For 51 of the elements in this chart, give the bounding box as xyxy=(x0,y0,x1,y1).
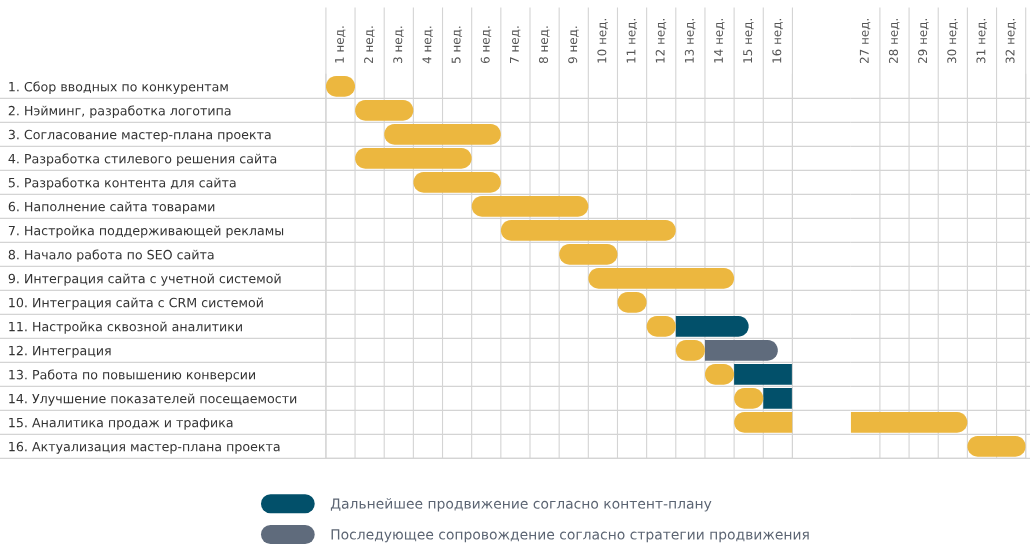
bar xyxy=(734,364,793,385)
bar xyxy=(763,388,793,409)
y-tick-label: 13. Работа по повышению конверсии xyxy=(9,369,255,382)
x-tick-label: 14 нед. xyxy=(714,19,725,63)
x-tick-label: 32 нед. xyxy=(1005,19,1017,64)
bar xyxy=(384,124,501,145)
x-tick-label: 10 нед. xyxy=(597,19,608,63)
y-tick-label: 9. Интеграция сайта с учетной системой xyxy=(8,273,281,286)
bar xyxy=(734,412,793,433)
x-tick-label: 4 нед. xyxy=(422,26,433,64)
y-tick-label: 15. Аналитика продаж и трафика xyxy=(9,417,233,430)
y-tick-label: 6. Наполнение сайта товарами xyxy=(8,201,215,214)
x-tick-label: 6 нед. xyxy=(480,26,492,64)
bar xyxy=(704,340,778,361)
bar xyxy=(413,172,501,193)
x-tick-label: 1 нед. xyxy=(335,26,346,63)
y-tick-label: 8. Начало работа по SEO сайта xyxy=(8,249,214,262)
x-tick-label: 28 нед. xyxy=(888,19,900,64)
x-tick-label: 12 нед. xyxy=(655,19,667,63)
y-tick-label: 5. Разработка контента для сайта xyxy=(8,177,236,190)
legend-label: Дальнейшее продвижение согласно контент-плану xyxy=(330,498,712,512)
x-tick-label: 31 нед. xyxy=(976,19,987,64)
x-tick-label: 16 нед. xyxy=(772,19,783,63)
y-tick-label: 4. Разработка стилевого решения сайта xyxy=(8,153,277,166)
legend-label: Последующее сопровождение согласно стратегии продвижения xyxy=(331,529,809,543)
y-tick-label: 11. Настройка сквозной аналитики xyxy=(9,321,242,334)
y-tick-label: 7. Настройка поддерживающей рекламы xyxy=(8,225,284,238)
bar xyxy=(588,268,735,289)
x-tick-label: 9 нед. xyxy=(568,26,579,64)
y-tick-label: 14. Улучшение показателей посещаемости xyxy=(9,393,297,406)
x-tick-label: 5 нед. xyxy=(451,26,463,64)
y-tick-label: 16. Актуализация мастер-плана проекта xyxy=(9,441,280,454)
x-tick-label: 13 нед. xyxy=(684,19,696,63)
bar xyxy=(500,220,676,241)
y-tick-label: 12. Интеграция xyxy=(9,345,111,358)
x-tick-label: 15 нед. xyxy=(743,19,754,63)
y-tick-label: 1. Сбор вводных по конкурентам xyxy=(9,81,228,94)
y-tick-label: 3. Согласование мастер-плана проекта xyxy=(8,129,271,142)
x-tick-label: 8 нед. xyxy=(539,26,550,64)
bar xyxy=(675,316,749,337)
x-tick-label: 3 нед. xyxy=(393,26,404,64)
x-tick-label: 7 нед. xyxy=(510,26,521,63)
x-tick-label: 2 нед. xyxy=(364,26,375,64)
y-tick-label: 2. Нэйминг, разработка логотипа xyxy=(8,105,231,118)
bar xyxy=(355,148,472,169)
bar xyxy=(471,196,589,217)
y-tick-label: 10. Интеграция сайта с CRM системой xyxy=(9,297,263,310)
x-tick-label: 29 нед. xyxy=(918,19,929,64)
x-tick-label: 27 нед. xyxy=(859,19,871,64)
x-tick-label: 11 нед. xyxy=(626,19,638,63)
x-tick-label: 30 нед. xyxy=(947,19,958,64)
